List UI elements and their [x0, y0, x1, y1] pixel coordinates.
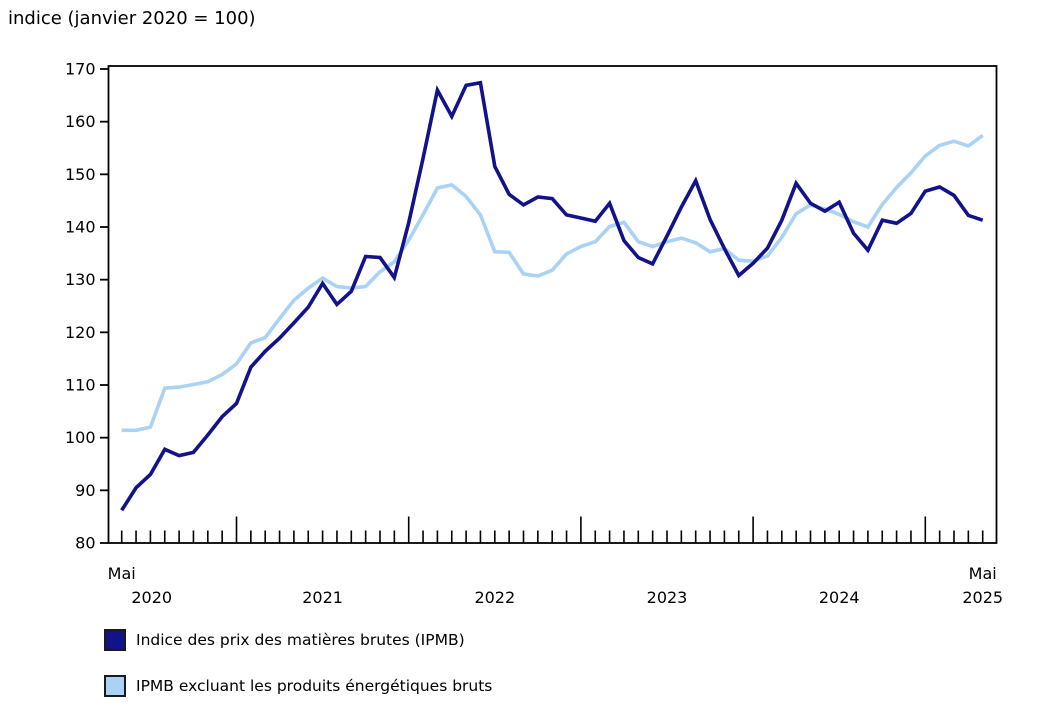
y-tick-label: 90 — [75, 481, 95, 500]
y-tick-label: 150 — [65, 165, 96, 184]
x-label-year-2022: 2022 — [474, 588, 515, 607]
x-label-start-month: Mai — [108, 564, 136, 583]
x-label-end-month: Mai — [969, 564, 997, 583]
x-label-year-2021: 2021 — [302, 588, 343, 607]
legend-item-ipmb-ex-energy: IPMB excluant les produits énergétiques … — [104, 675, 493, 697]
x-label-year-2025: 2025 — [962, 588, 1003, 607]
y-tick-label: 120 — [65, 323, 96, 342]
legend-swatch-ipmb — [104, 629, 126, 651]
series-line-ipmb — [120, 80, 984, 512]
chart-legend: Indice des prix des matières brutes (IPM… — [104, 629, 493, 722]
y-axis-title: indice (janvier 2020 = 100) — [8, 8, 256, 29]
plot-area — [107, 65, 998, 544]
y-tick-label: 130 — [65, 270, 96, 289]
series-line-ipmb-ex-energy — [121, 133, 984, 433]
y-tick-label: 80 — [75, 534, 95, 553]
y-tick-label: 140 — [65, 218, 96, 237]
y-tick-label: 160 — [65, 112, 96, 131]
x-label-year-2024: 2024 — [819, 588, 860, 607]
x-label-year-2020: 2020 — [131, 588, 172, 607]
legend-item-ipmb: Indice des prix des matières brutes (IPM… — [104, 629, 492, 651]
legend-swatch-ipmb-ex-energy — [104, 675, 126, 697]
legend-label-ipmb-ex-energy: IPMB excluant les produits énergétiques … — [136, 677, 493, 695]
y-tick-label: 100 — [65, 428, 96, 447]
legend-label-ipmb: Indice des prix des matières brutes (IPM… — [136, 631, 465, 649]
x-label-year-2023: 2023 — [647, 588, 688, 607]
y-tick-label: 170 — [65, 60, 96, 79]
y-tick-label: 110 — [65, 376, 96, 395]
